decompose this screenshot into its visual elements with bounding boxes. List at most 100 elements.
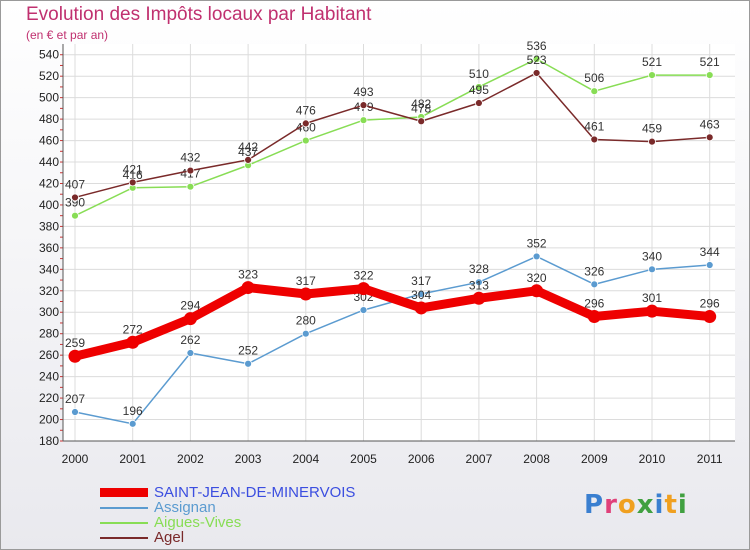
data-point-aigues-vives bbox=[301, 136, 310, 145]
data-point-assignan bbox=[71, 408, 79, 416]
data-point-aigues-vives bbox=[359, 116, 368, 125]
logo-letter: o bbox=[617, 490, 637, 520]
data-point-aigues-vives bbox=[186, 182, 195, 191]
plot-area bbox=[63, 44, 735, 441]
legend-label: SAINT-JEAN-DE-MINERVOIS bbox=[154, 484, 356, 501]
data-label-assignan: 252 bbox=[238, 344, 258, 358]
data-label-saint-jean-de-minervois: 317 bbox=[296, 274, 316, 288]
data-point-saint-jean-de-minervois bbox=[241, 281, 255, 295]
proxiti-logo: Proxiti bbox=[584, 490, 688, 520]
legend-label: Agel bbox=[154, 529, 185, 546]
x-tick-label: 2001 bbox=[119, 452, 146, 466]
data-point-agel bbox=[71, 193, 79, 202]
x-tick-label: 2008 bbox=[523, 452, 550, 466]
y-tick-label: 300 bbox=[39, 305, 59, 319]
logo-letter: r bbox=[604, 490, 618, 520]
data-point-saint-jean-de-minervois bbox=[357, 282, 370, 296]
data-point-saint-jean-de-minervois bbox=[126, 335, 140, 349]
legend-swatch bbox=[100, 506, 148, 509]
data-label-assignan: 352 bbox=[527, 236, 547, 250]
chart-legend: SAINT-JEAN-DE-MINERVOIS Assignan Aigues-Vi… bbox=[100, 485, 355, 545]
data-label-saint-jean-de-minervois: 313 bbox=[469, 278, 489, 292]
y-tick-label: 380 bbox=[39, 219, 59, 233]
logo-letter: P bbox=[584, 490, 605, 520]
x-tick-label: 2000 bbox=[62, 452, 89, 466]
legend-swatch bbox=[100, 521, 148, 524]
data-point-saint-jean-de-minervois bbox=[414, 301, 428, 315]
data-point-saint-jean-de-minervois bbox=[183, 312, 197, 326]
y-tick-label: 500 bbox=[39, 91, 59, 105]
data-label-aigues-vives: 460 bbox=[296, 121, 316, 135]
data-point-aigues-vives bbox=[590, 87, 599, 96]
data-point-agel bbox=[474, 99, 483, 107]
legend-item-agel: Agel bbox=[100, 530, 355, 545]
data-label-assignan: 207 bbox=[65, 392, 85, 406]
data-point-assignan bbox=[359, 306, 368, 314]
data-point-agel bbox=[532, 69, 541, 77]
data-point-aigues-vives bbox=[474, 83, 483, 91]
y-tick-label: 280 bbox=[39, 327, 59, 341]
data-label-saint-jean-de-minervois: 301 bbox=[642, 291, 662, 305]
data-label-aigues-vives: 521 bbox=[642, 55, 662, 69]
data-point-saint-jean-de-minervois bbox=[472, 291, 486, 305]
data-point-assignan bbox=[417, 290, 426, 298]
data-label-agel: 421 bbox=[123, 162, 143, 176]
y-tick-label: 540 bbox=[39, 48, 59, 62]
data-label-saint-jean-de-minervois: 304 bbox=[411, 288, 431, 302]
data-label-aigues-vives: 521 bbox=[700, 55, 720, 69]
x-tick-label: 2005 bbox=[350, 452, 377, 466]
data-point-aigues-vives bbox=[705, 71, 714, 80]
data-point-saint-jean-de-minervois bbox=[703, 310, 717, 324]
data-point-assignan bbox=[532, 252, 541, 261]
data-label-assignan: 328 bbox=[469, 262, 489, 276]
data-point-aigues-vives bbox=[532, 55, 541, 63]
legend-swatch bbox=[100, 488, 148, 497]
logo-letter: i bbox=[677, 490, 688, 520]
data-label-saint-jean-de-minervois: 272 bbox=[123, 322, 143, 336]
data-point-agel bbox=[128, 178, 137, 187]
legend-label: Aigues-Vives bbox=[154, 514, 242, 531]
data-point-assignan bbox=[244, 359, 253, 368]
data-label-assignan: 317 bbox=[411, 274, 431, 288]
data-label-agel: 432 bbox=[180, 151, 200, 165]
series-line-agel bbox=[74, 72, 711, 199]
y-tick-label: 320 bbox=[39, 284, 59, 298]
data-point-agel bbox=[244, 155, 253, 164]
data-label-saint-jean-de-minervois: 296 bbox=[700, 297, 720, 311]
data-label-agel: 523 bbox=[527, 53, 547, 67]
data-label-aigues-vives: 482 bbox=[411, 97, 431, 111]
y-tick-label: 480 bbox=[39, 112, 59, 126]
data-point-agel bbox=[590, 135, 599, 144]
logo-letter: x bbox=[636, 490, 655, 520]
data-label-aigues-vives: 506 bbox=[584, 71, 604, 85]
data-point-aigues-vives bbox=[71, 211, 79, 220]
data-label-assignan: 196 bbox=[123, 404, 143, 418]
data-label-agel: 459 bbox=[642, 122, 662, 136]
data-point-assignan bbox=[301, 329, 310, 338]
data-label-assignan: 344 bbox=[700, 245, 720, 259]
data-point-saint-jean-de-minervois bbox=[299, 287, 313, 301]
y-tick-label: 340 bbox=[39, 262, 59, 276]
data-label-saint-jean-de-minervois: 322 bbox=[353, 269, 373, 283]
y-tick-label: 520 bbox=[39, 69, 59, 83]
x-tick-label: 2011 bbox=[697, 452, 723, 466]
data-label-assignan: 326 bbox=[584, 264, 604, 278]
data-label-assignan: 280 bbox=[296, 314, 316, 328]
series-line-aigues-vives bbox=[74, 58, 711, 217]
legend-item-saint-jean-de-minervois: SAINT-JEAN-DE-MINERVOIS bbox=[100, 485, 355, 500]
data-point-saint-jean-de-minervois bbox=[645, 304, 659, 318]
data-label-agel: 463 bbox=[700, 117, 720, 131]
x-tick-label: 2002 bbox=[177, 452, 204, 466]
y-tick-label: 240 bbox=[39, 370, 59, 384]
data-label-saint-jean-de-minervois: 296 bbox=[584, 297, 604, 311]
x-tick-label: 2003 bbox=[235, 452, 262, 466]
data-point-saint-jean-de-minervois bbox=[68, 349, 82, 363]
y-tick-label: 220 bbox=[39, 391, 59, 405]
legend-item-assignan: Assignan bbox=[100, 500, 355, 515]
data-label-agel: 478 bbox=[411, 101, 431, 115]
data-point-assignan bbox=[186, 349, 195, 357]
data-label-saint-jean-de-minervois: 294 bbox=[180, 299, 200, 313]
y-tick-label: 460 bbox=[39, 134, 59, 148]
data-label-agel: 495 bbox=[469, 83, 489, 97]
